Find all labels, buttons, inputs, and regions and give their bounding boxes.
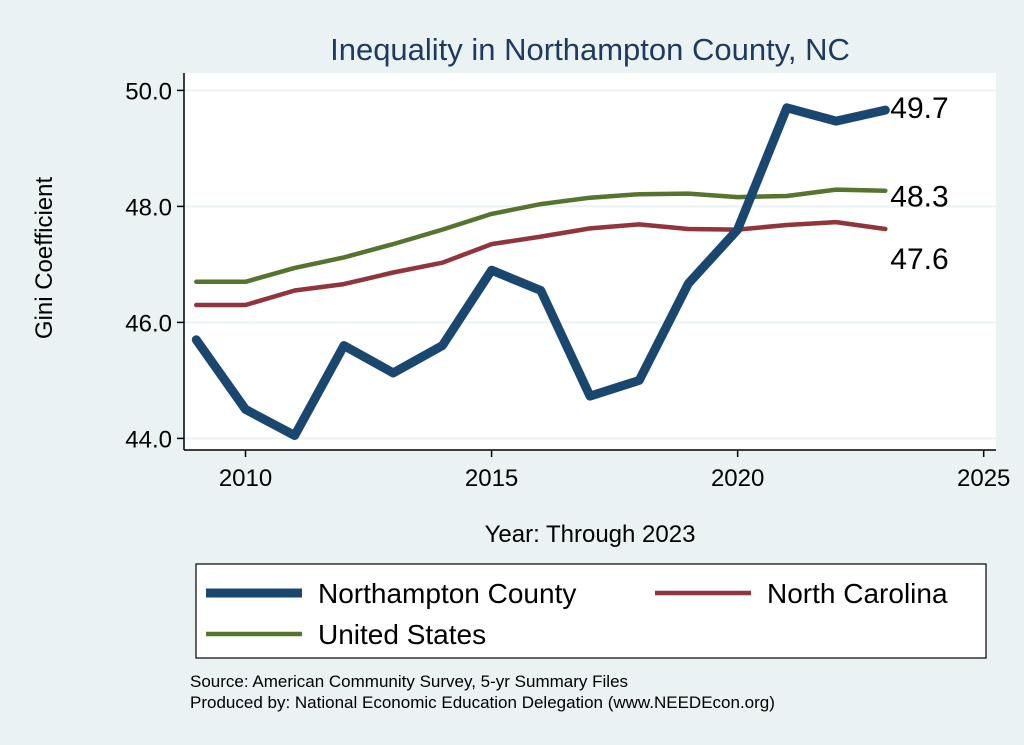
y-tick-label: 44.0 xyxy=(125,426,172,453)
end-label: 47.6 xyxy=(890,243,948,276)
y-axis-label: Gini Coefficient xyxy=(31,177,58,340)
legend-box xyxy=(195,563,987,659)
x-tick-label: 2015 xyxy=(465,465,518,492)
legend-label: Northampton County xyxy=(318,578,576,609)
x-tick-label: 2010 xyxy=(219,465,272,492)
y-tick-label: 50.0 xyxy=(125,78,172,105)
series-line-north-carolina xyxy=(194,219,888,308)
y-tick-label: 46.0 xyxy=(125,310,172,337)
x-axis: 2010 2015 2020 2025 xyxy=(184,449,1010,492)
source-line-2: Produced by: National Economic Education… xyxy=(190,693,775,712)
end-labels: 49.7 47.6 48.3 xyxy=(890,92,948,276)
y-tick-label: 48.0 xyxy=(125,194,172,221)
legend-items: Northampton County North Carolina United S… xyxy=(206,578,948,650)
legend-label: North Carolina xyxy=(767,578,948,609)
x-axis-label: Year: Through 2023 xyxy=(485,521,696,548)
y-axis: 44.0 46.0 48.0 50.0 xyxy=(125,73,185,453)
grid-lines xyxy=(184,89,996,440)
series-line-united-states xyxy=(194,187,888,285)
chart-title: Inequality in Northampton County, NC xyxy=(330,32,850,67)
series-line-northampton-county xyxy=(191,103,890,440)
x-tick-label: 2020 xyxy=(711,465,764,492)
source-line-1: Source: American Community Survey, 5-yr … xyxy=(190,672,628,691)
series-layer xyxy=(191,103,890,440)
legend: Northampton County North Carolina United S… xyxy=(195,563,987,659)
x-tick-label: 2025 xyxy=(957,465,1010,492)
legend-label: United States xyxy=(318,619,486,650)
end-label: 48.3 xyxy=(890,181,948,214)
end-label: 49.7 xyxy=(890,92,948,125)
